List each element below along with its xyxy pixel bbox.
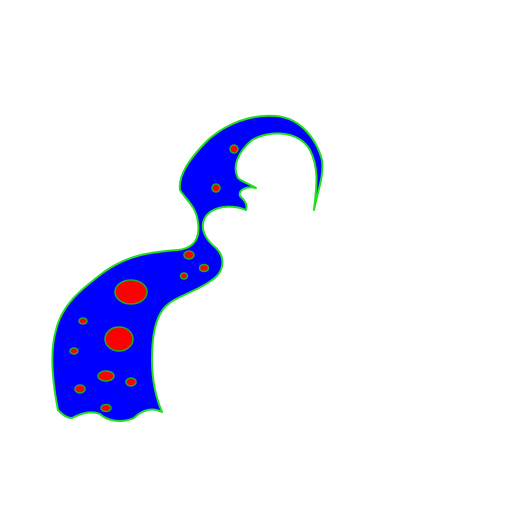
red-spot xyxy=(198,263,210,273)
red-spot xyxy=(74,384,86,394)
red-spot xyxy=(125,377,137,387)
spot-group xyxy=(69,144,239,413)
red-spot xyxy=(229,144,239,154)
red-spot xyxy=(69,347,79,355)
red-spot xyxy=(183,250,195,260)
red-spot xyxy=(97,370,115,382)
red-spot xyxy=(179,272,189,280)
red-spot xyxy=(114,279,148,305)
red-spot xyxy=(211,183,221,193)
red-spot xyxy=(78,317,88,325)
red-spot xyxy=(100,403,112,413)
red-spot xyxy=(104,326,134,352)
